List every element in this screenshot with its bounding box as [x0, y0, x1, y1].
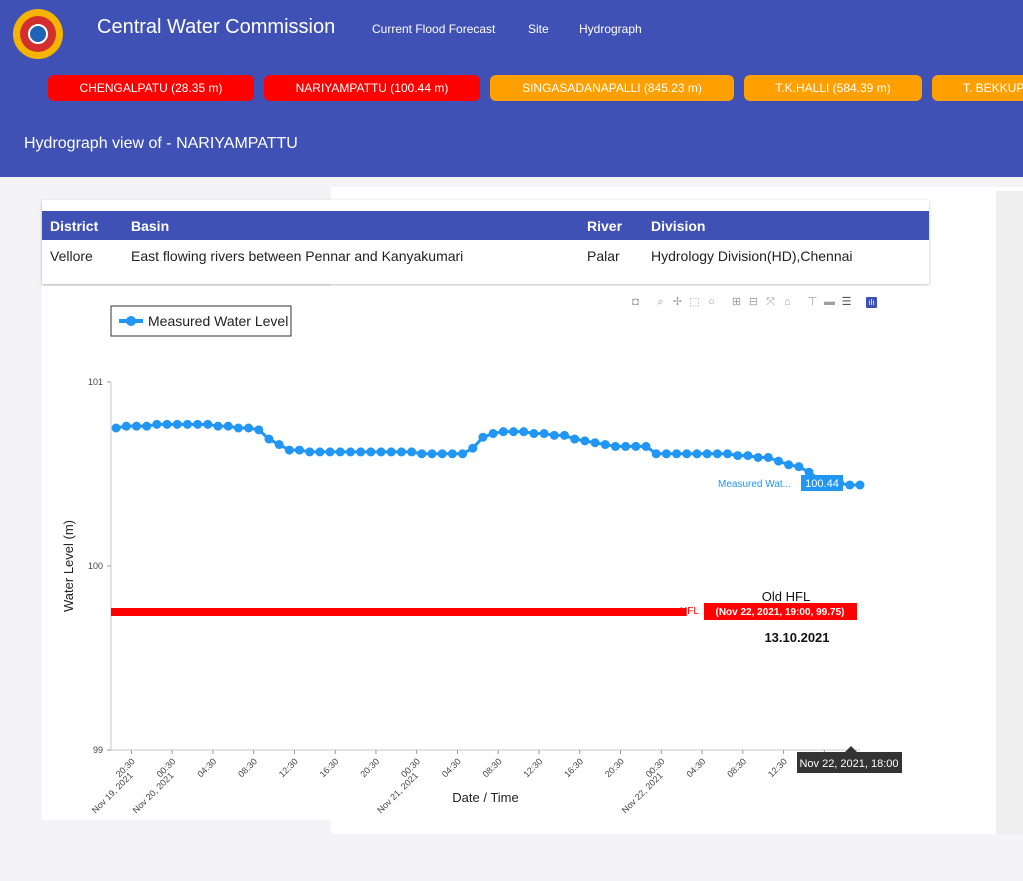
cell-division: Hydrology Division(HD),Chennai — [651, 248, 853, 264]
cell-river: Palar — [587, 248, 620, 264]
station-bar: CHENGALPATU (28.35 m) NARIYAMPATTU (100.… — [0, 68, 1023, 110]
side-strip — [996, 191, 1023, 834]
zoom-in-icon[interactable]: ⊞ — [731, 295, 742, 308]
nav-site[interactable]: Site — [528, 22, 549, 36]
nav-current-flood-forecast[interactable]: Current Flood Forecast — [372, 22, 496, 36]
reset-icon[interactable]: ⌂ — [784, 295, 791, 308]
autoscale-icon[interactable]: ⤧ — [766, 295, 775, 308]
brand-title[interactable]: Central Water Commission — [97, 16, 336, 38]
chart-modebar: ◘ ⌕ ✢ ⬚ ○ ⊞ ⊟ ⤧ ⌂ ⊤ ▬ ☰ ılı — [630, 294, 877, 310]
zoom-icon[interactable]: ⌕ — [657, 295, 664, 308]
header-river: River — [587, 218, 623, 234]
zoom-out-icon[interactable]: ⊟ — [748, 295, 759, 308]
hover-closest-icon[interactable]: ▬ — [824, 295, 835, 308]
box-select-icon[interactable]: ⬚ — [689, 295, 700, 308]
camera-icon[interactable]: ◘ — [632, 295, 639, 308]
cell-district: Vellore — [50, 248, 93, 264]
header-district: District — [50, 218, 99, 234]
hydrograph-chart-container — [42, 286, 929, 820]
page-header: Hydrograph view of - NARIYAMPATTU — [0, 110, 1023, 177]
plotly-logo-icon[interactable]: ılı — [866, 296, 877, 308]
station-pill-nariyampattu[interactable]: NARIYAMPATTU (100.44 m) — [264, 75, 480, 101]
station-pill-singasadanapalli[interactable]: SINGASADANAPALLI (845.23 m) — [490, 75, 734, 101]
cwc-logo-icon[interactable] — [13, 9, 63, 59]
hover-compare-icon[interactable]: ☰ — [841, 295, 852, 308]
station-pill-t-bekkuppe[interactable]: T. BEKKUPPE — [932, 75, 1023, 101]
page-title: Hydrograph view of - NARIYAMPATTU — [24, 135, 298, 152]
station-pill-chengalpatu[interactable]: CHENGALPATU (28.35 m) — [48, 75, 254, 101]
station-info-card: District Basin River Division Vellore Ea… — [42, 200, 929, 284]
cell-basin: East flowing rivers between Pennar and K… — [131, 248, 464, 264]
lasso-icon[interactable]: ○ — [708, 295, 715, 308]
info-table-header: District Basin River Division — [42, 211, 929, 240]
header-division: Division — [651, 218, 706, 234]
header-basin: Basin — [131, 218, 170, 234]
top-navbar: Central Water Commission Current Flood F… — [0, 0, 1023, 68]
spike-icon[interactable]: ⊤ — [807, 295, 818, 308]
nav-hydrograph[interactable]: Hydrograph — [579, 22, 642, 36]
station-pill-tk-halli[interactable]: T.K.HALLI (584.39 m) — [744, 75, 922, 101]
pan-icon[interactable]: ✢ — [672, 295, 683, 308]
